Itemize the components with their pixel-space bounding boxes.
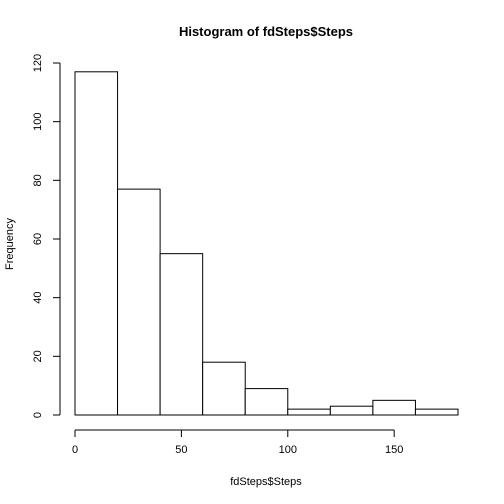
x-axis-label: fdSteps$Steps — [230, 476, 302, 488]
histogram-bar-8 — [414, 408, 459, 416]
y-axis-label: Frequency — [4, 218, 16, 270]
x-tick-label: 0 — [72, 444, 78, 456]
chart-title: Histogram of fdSteps$Steps — [179, 24, 353, 39]
x-axis: 0 50 100 150 — [72, 429, 403, 456]
y-axis: 0 20 40 60 80 100 120 — [32, 54, 61, 418]
y-tick-label: 60 — [32, 233, 44, 245]
y-tick-label: 0 — [32, 412, 44, 418]
histogram-bar-4 — [244, 388, 289, 416]
y-tick-label: 20 — [32, 350, 44, 362]
histogram-bar-1 — [117, 188, 161, 416]
y-tick-label: 80 — [32, 174, 44, 186]
histogram-bar-3 — [202, 361, 246, 416]
x-tick-label: 150 — [385, 444, 403, 456]
bars-group — [74, 71, 459, 416]
histogram-bar-7 — [372, 399, 416, 416]
x-tick-label: 100 — [279, 444, 297, 456]
histogram-bar-5 — [287, 408, 331, 416]
y-tick-label: 120 — [32, 54, 44, 72]
y-tick-label: 100 — [32, 112, 44, 130]
histogram-bar-2 — [159, 253, 204, 416]
histogram-bar-6 — [329, 405, 374, 416]
histogram-bar-0 — [74, 71, 119, 416]
x-tick-label: 50 — [175, 444, 187, 456]
y-tick-label: 40 — [32, 292, 44, 304]
